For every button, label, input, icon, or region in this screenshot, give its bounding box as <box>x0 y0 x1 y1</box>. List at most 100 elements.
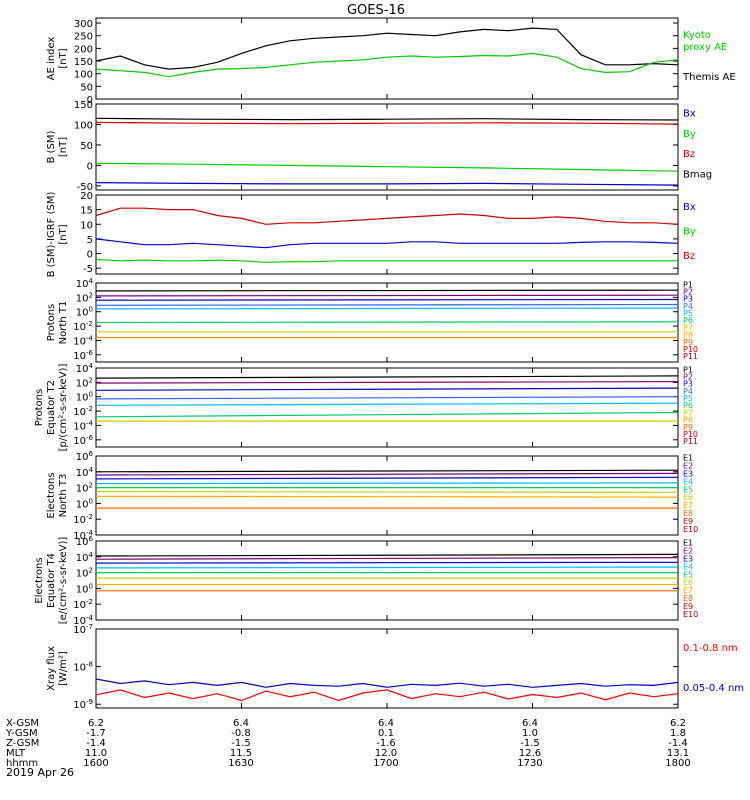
ephemeris-value: 11.0 <box>85 748 107 759</box>
series-line-p6 <box>95 321 679 324</box>
legend-entry: P10 <box>683 345 698 354</box>
series-line-p1 <box>95 375 679 379</box>
panel-frame <box>95 455 679 536</box>
y-tick-label: 20 <box>80 191 93 202</box>
legend-entry: E7 <box>683 586 693 595</box>
y-tick-label: 15 <box>80 206 93 217</box>
y-axis-label: [p/(cm²-s-sr-keV)] <box>58 364 69 452</box>
panel-xray: 10-7 10-8 10-9 Xray flux [W/m²] 0.1-0.8 nm 0.0… <box>46 623 744 711</box>
y-tick-label: 10-2 <box>73 320 93 333</box>
legend-entry: E2 <box>683 462 693 471</box>
y-axis-label: [nT] <box>58 137 69 157</box>
y-tick-label: 10-9 <box>73 698 93 711</box>
legend-entry: Bz <box>683 149 695 160</box>
y-tick-label: 50 <box>80 82 93 93</box>
y-tick-label: 100 <box>76 306 93 319</box>
ephemeris-value: -1.7 <box>86 728 106 739</box>
y-axis-label: [e/(cm²-s-sr-keV)] <box>58 537 69 625</box>
date-label: 2019 Apr 26 <box>6 766 74 779</box>
legend-entry: P7 <box>683 408 693 417</box>
ephemeris-value: 11.5 <box>230 748 252 759</box>
series-line-e4 <box>95 566 679 569</box>
legend-entry: E3 <box>683 555 693 564</box>
y-tick-label: 0 <box>87 250 93 261</box>
legend-entry: P6 <box>683 401 693 410</box>
ephemeris-value: 6.2 <box>88 718 104 729</box>
y-tick-label: 106 <box>76 535 94 548</box>
legend-entry: P1 <box>683 280 693 289</box>
y-tick-label: 10 <box>80 220 93 231</box>
series-line-p1 <box>95 289 679 292</box>
legend-entry: P11 <box>683 437 698 446</box>
legend-entry: E4 <box>683 562 693 571</box>
legend-entry: E6 <box>683 493 693 502</box>
series-line-p6 <box>95 411 679 418</box>
legend-entry: 0.05-0.4 nm <box>683 683 744 694</box>
y-tick-label: 150 <box>74 100 93 111</box>
panel-frame <box>95 194 679 275</box>
legend-entry: E1 <box>683 539 693 548</box>
series-line-p2 <box>95 381 679 384</box>
ephemeris-value: 6.4 <box>378 718 394 729</box>
series-line-e1 <box>95 553 679 557</box>
y-tick-label: 200 <box>74 44 93 55</box>
y-tick-label: -5 <box>83 264 93 275</box>
y-tick-label: 104 <box>76 466 94 479</box>
y-tick-label: 102 <box>76 482 93 495</box>
legend-entry: P8 <box>683 416 693 425</box>
y-tick-label: 100 <box>74 70 93 81</box>
legend-entry: P9 <box>683 338 693 347</box>
legend-entry: P7 <box>683 323 693 332</box>
y-axis-label: North T1 <box>58 301 69 345</box>
legend-entry: E10 <box>683 610 698 619</box>
series-line-e2 <box>95 472 679 476</box>
legend-entry: E9 <box>683 517 693 526</box>
ephemeris-label: hhmm <box>6 758 38 769</box>
legend-entry: P4 <box>683 302 693 311</box>
y-axis-label: B (SM) <box>46 130 57 163</box>
y-tick-label: 300 <box>74 19 93 30</box>
ephemeris-value: -1.6 <box>376 738 396 749</box>
y-tick-label: 10-4 <box>73 614 93 627</box>
series-line-bmag <box>95 117 679 121</box>
series-line-e3 <box>95 561 679 564</box>
legend-entry: P5 <box>683 309 693 318</box>
legend-entry: Bmag <box>683 170 712 181</box>
legend-entry: E8 <box>683 594 693 603</box>
ephemeris-value: 12.6 <box>519 748 541 759</box>
legend-entry: Bx <box>683 108 696 119</box>
series-line-bx <box>95 182 679 186</box>
ephemeris-value: -1.4 <box>668 738 688 749</box>
legend-entry: By <box>683 227 696 238</box>
ephemeris-value: -0.8 <box>231 728 251 739</box>
ephemeris-value: 1.0 <box>522 728 538 739</box>
legend-entry: E1 <box>683 454 693 463</box>
legend-entry: E2 <box>683 547 693 556</box>
series-line-p4 <box>95 303 679 306</box>
legend-entry: P4 <box>683 387 693 396</box>
series-line-themis-ae <box>95 27 679 70</box>
y-tick-label: 0 <box>87 95 93 106</box>
series-line-p4 <box>95 396 679 400</box>
legend-entry: P2 <box>683 372 693 381</box>
legend-entry: E4 <box>683 477 693 486</box>
y-tick-label: 50 <box>80 141 93 152</box>
series-line-bz <box>95 207 679 225</box>
ephemeris-label: X-GSM <box>6 718 39 729</box>
y-axis-label: B (SM)-IGRF (SM) <box>46 192 57 278</box>
y-tick-label: 10-4 <box>73 334 93 347</box>
y-tick-label: 5 <box>87 235 93 246</box>
y-tick-label: 150 <box>74 57 93 68</box>
y-tick-label: 0 <box>87 161 93 172</box>
y-tick-label: 250 <box>74 32 93 43</box>
series-line-p2 <box>95 294 679 297</box>
y-tick-label: 100 <box>76 582 93 595</box>
legend-entry: E6 <box>683 578 693 587</box>
legend-entry: P6 <box>683 316 693 325</box>
ephemeris-value: 12.0 <box>375 748 397 759</box>
y-tick-label: 10-4 <box>73 529 93 542</box>
ephemeris-value: 1630 <box>228 758 253 769</box>
